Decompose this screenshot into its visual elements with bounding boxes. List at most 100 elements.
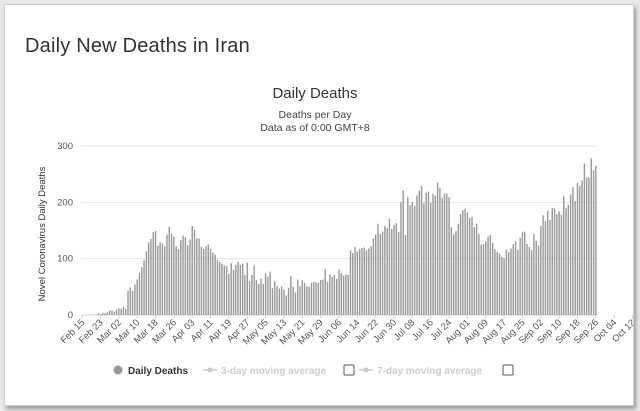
bar[interactable] bbox=[111, 310, 113, 315]
bar[interactable] bbox=[168, 226, 170, 315]
bar[interactable] bbox=[478, 233, 480, 315]
bar[interactable] bbox=[588, 177, 590, 315]
bar[interactable] bbox=[159, 242, 161, 315]
bar[interactable] bbox=[200, 246, 203, 315]
bar[interactable] bbox=[450, 227, 453, 315]
bar[interactable] bbox=[244, 275, 246, 315]
bar[interactable] bbox=[212, 252, 214, 315]
bar[interactable] bbox=[326, 281, 329, 315]
bar[interactable] bbox=[420, 186, 423, 315]
bar[interactable] bbox=[553, 208, 556, 315]
bar[interactable] bbox=[473, 227, 476, 315]
bar[interactable] bbox=[452, 234, 455, 315]
bar[interactable] bbox=[166, 234, 168, 315]
bar[interactable] bbox=[134, 284, 136, 315]
bar[interactable] bbox=[480, 244, 482, 315]
bar[interactable] bbox=[258, 284, 260, 315]
bar[interactable] bbox=[400, 202, 402, 315]
bar[interactable] bbox=[402, 190, 404, 316]
bar[interactable] bbox=[409, 205, 411, 315]
bar[interactable] bbox=[92, 314, 95, 315]
bar[interactable] bbox=[535, 240, 537, 315]
bar[interactable] bbox=[358, 249, 361, 315]
bar[interactable] bbox=[436, 182, 439, 315]
bar[interactable] bbox=[147, 242, 150, 315]
bar[interactable] bbox=[466, 212, 469, 315]
bar[interactable] bbox=[239, 264, 242, 315]
bar[interactable] bbox=[278, 288, 281, 315]
bar[interactable] bbox=[521, 232, 524, 315]
bar[interactable] bbox=[489, 235, 492, 315]
bar[interactable] bbox=[372, 238, 375, 315]
bar[interactable] bbox=[340, 272, 342, 315]
bar[interactable] bbox=[397, 232, 400, 315]
bar[interactable] bbox=[180, 240, 182, 315]
bar[interactable] bbox=[342, 275, 345, 315]
bar[interactable] bbox=[457, 223, 459, 315]
bar[interactable] bbox=[356, 251, 359, 315]
bar[interactable] bbox=[241, 263, 244, 315]
bar[interactable] bbox=[225, 265, 228, 315]
bar[interactable] bbox=[347, 275, 349, 315]
bar[interactable] bbox=[423, 203, 425, 315]
bar[interactable] bbox=[434, 195, 437, 315]
legend-item-3-day-moving-average[interactable]: 3-day moving average bbox=[221, 366, 326, 377]
bar[interactable] bbox=[173, 236, 175, 315]
bar[interactable] bbox=[501, 256, 503, 315]
bar[interactable] bbox=[581, 180, 583, 315]
bar[interactable] bbox=[283, 289, 285, 315]
bar[interactable] bbox=[556, 214, 558, 315]
bar[interactable] bbox=[297, 279, 299, 315]
bar[interactable] bbox=[118, 308, 120, 315]
bar[interactable] bbox=[469, 218, 471, 315]
legend-checkbox[interactable] bbox=[343, 364, 355, 376]
bar[interactable] bbox=[551, 207, 553, 315]
bar[interactable] bbox=[407, 197, 409, 315]
bar[interactable] bbox=[430, 202, 432, 315]
bar[interactable] bbox=[313, 281, 315, 315]
bar[interactable] bbox=[99, 313, 102, 315]
bar[interactable] bbox=[464, 208, 466, 315]
bar[interactable] bbox=[590, 158, 592, 315]
bar[interactable] bbox=[413, 205, 416, 315]
bar[interactable] bbox=[230, 263, 232, 315]
bar[interactable] bbox=[329, 274, 331, 315]
bar[interactable] bbox=[432, 193, 434, 315]
bar[interactable] bbox=[485, 241, 487, 315]
bar[interactable] bbox=[491, 242, 494, 315]
bar[interactable] bbox=[290, 276, 292, 315]
bar[interactable] bbox=[416, 195, 418, 315]
bar[interactable] bbox=[471, 216, 473, 315]
bar[interactable] bbox=[508, 251, 510, 315]
bar[interactable] bbox=[303, 282, 306, 315]
bar[interactable] bbox=[352, 253, 354, 315]
bar[interactable] bbox=[427, 191, 430, 315]
bar[interactable] bbox=[280, 286, 283, 315]
bar[interactable] bbox=[365, 250, 368, 315]
bar[interactable] bbox=[253, 265, 255, 315]
bar[interactable] bbox=[379, 233, 381, 315]
bar[interactable] bbox=[526, 244, 528, 315]
bar[interactable] bbox=[205, 246, 207, 315]
bar[interactable] bbox=[152, 232, 154, 315]
bar[interactable] bbox=[214, 254, 216, 315]
bar[interactable] bbox=[196, 238, 198, 315]
bar[interactable] bbox=[292, 286, 294, 315]
bar[interactable] bbox=[322, 279, 324, 315]
bar[interactable] bbox=[108, 310, 111, 315]
bar[interactable] bbox=[361, 247, 363, 315]
bar[interactable] bbox=[310, 282, 313, 315]
bar[interactable] bbox=[425, 192, 427, 315]
legend-item-7-day-moving-average[interactable]: 7-day moving average bbox=[377, 366, 482, 377]
bar[interactable] bbox=[317, 282, 320, 315]
bar[interactable] bbox=[120, 308, 122, 315]
bar[interactable] bbox=[411, 202, 414, 315]
bar[interactable] bbox=[530, 250, 533, 315]
bar[interactable] bbox=[102, 312, 104, 315]
bar[interactable] bbox=[267, 276, 269, 315]
bar[interactable] bbox=[157, 245, 159, 315]
bar[interactable] bbox=[446, 193, 448, 315]
bar[interactable] bbox=[301, 280, 304, 315]
bar[interactable] bbox=[228, 273, 230, 315]
bar[interactable] bbox=[216, 259, 219, 315]
